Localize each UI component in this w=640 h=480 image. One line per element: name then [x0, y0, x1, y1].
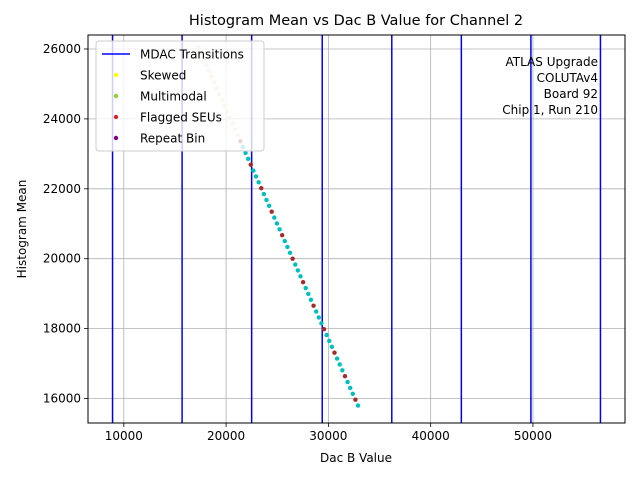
data-point — [303, 285, 308, 291]
annotation-line: Chip 1, Run 210 — [502, 103, 598, 117]
data-point — [293, 262, 298, 267]
data-point — [272, 215, 277, 220]
annotation: ATLAS Upgrade COLUTAv4 Board 92 Chip 1, Run… — [502, 55, 598, 117]
x-tick-label: 20000 — [207, 429, 245, 443]
legend-label: Multimodal — [140, 90, 207, 104]
legend-label: MDAC Transitions — [140, 48, 244, 62]
legend-swatch-marker — [113, 135, 119, 141]
data-point — [329, 344, 335, 349]
data-point — [340, 368, 345, 373]
data-point — [308, 297, 314, 302]
chart-title: Histogram Mean vs Dac B Value for Channe… — [189, 13, 523, 29]
data-point — [282, 238, 287, 244]
data-point — [290, 256, 295, 261]
y-tick-label: 18000 — [43, 322, 81, 336]
data-point — [264, 197, 269, 203]
y-tick-label: 20000 — [43, 252, 81, 266]
data-point — [353, 397, 358, 402]
data-point — [321, 326, 327, 332]
legend-swatch-marker — [113, 114, 119, 120]
data-point — [251, 168, 256, 173]
x-tick-label: 10000 — [105, 429, 143, 443]
annotation-line: COLUTAv4 — [537, 71, 598, 85]
data-point — [306, 291, 311, 297]
y-axis-label: Histogram Mean — [15, 180, 29, 279]
x-tick-label: 40000 — [412, 429, 450, 443]
data-point — [319, 321, 324, 326]
y-tick-label: 26000 — [43, 42, 81, 56]
data-point — [287, 250, 293, 256]
data-point — [347, 385, 353, 391]
legend-swatch-marker — [113, 72, 119, 78]
y-tick-label: 16000 — [43, 392, 81, 406]
annotation-line: Board 92 — [544, 87, 598, 101]
data-point — [324, 332, 329, 338]
y-axis-ticks: 16000 18000 20000 22000 24000 26000 — [43, 42, 88, 406]
data-point — [316, 315, 321, 320]
legend-box — [95, 40, 265, 152]
x-axis-label: Dac B Value — [320, 451, 392, 465]
data-point — [311, 303, 316, 308]
data-point — [337, 362, 342, 367]
data-point — [269, 209, 274, 214]
y-tick-label: 22000 — [43, 182, 81, 196]
data-point — [245, 156, 251, 162]
data-point — [253, 174, 259, 179]
legend-items: MDAC Transitions Skewed Multimodal Flagged … — [102, 48, 244, 146]
data-point — [345, 379, 350, 385]
data-point — [285, 244, 290, 250]
legend: MDAC Transitions Skewed Multimodal Flagged … — [95, 40, 265, 152]
data-point — [355, 403, 361, 408]
data-point — [256, 180, 261, 185]
data-point — [298, 274, 303, 279]
legend-label: Flagged SEUs — [140, 111, 222, 125]
annotation-line: ATLAS Upgrade — [505, 55, 598, 69]
data-point — [259, 186, 264, 191]
data-point — [332, 350, 337, 355]
x-tick-label: 30000 — [309, 429, 347, 443]
legend-label: Repeat Bin — [140, 132, 205, 146]
data-point — [248, 162, 253, 167]
data-point — [277, 227, 282, 232]
data-point — [266, 203, 272, 209]
data-point — [313, 309, 319, 314]
data-point — [279, 232, 285, 238]
x-axis-ticks: 10000 20000 30000 40000 50000 — [105, 423, 552, 443]
legend-swatch-marker — [113, 93, 119, 99]
legend-label: Skewed — [140, 69, 186, 83]
data-point — [243, 150, 248, 156]
data-point — [342, 373, 348, 379]
grid — [88, 35, 625, 423]
y-tick-label: 24000 — [43, 112, 81, 126]
plot-frame — [87, 34, 626, 424]
data-point — [261, 191, 267, 197]
data-point — [300, 279, 306, 285]
data-point — [350, 391, 356, 396]
data-point — [274, 221, 280, 226]
data-point — [295, 268, 301, 273]
x-tick-label: 50000 — [514, 429, 552, 443]
data-point — [327, 338, 332, 344]
data-point — [334, 356, 340, 361]
